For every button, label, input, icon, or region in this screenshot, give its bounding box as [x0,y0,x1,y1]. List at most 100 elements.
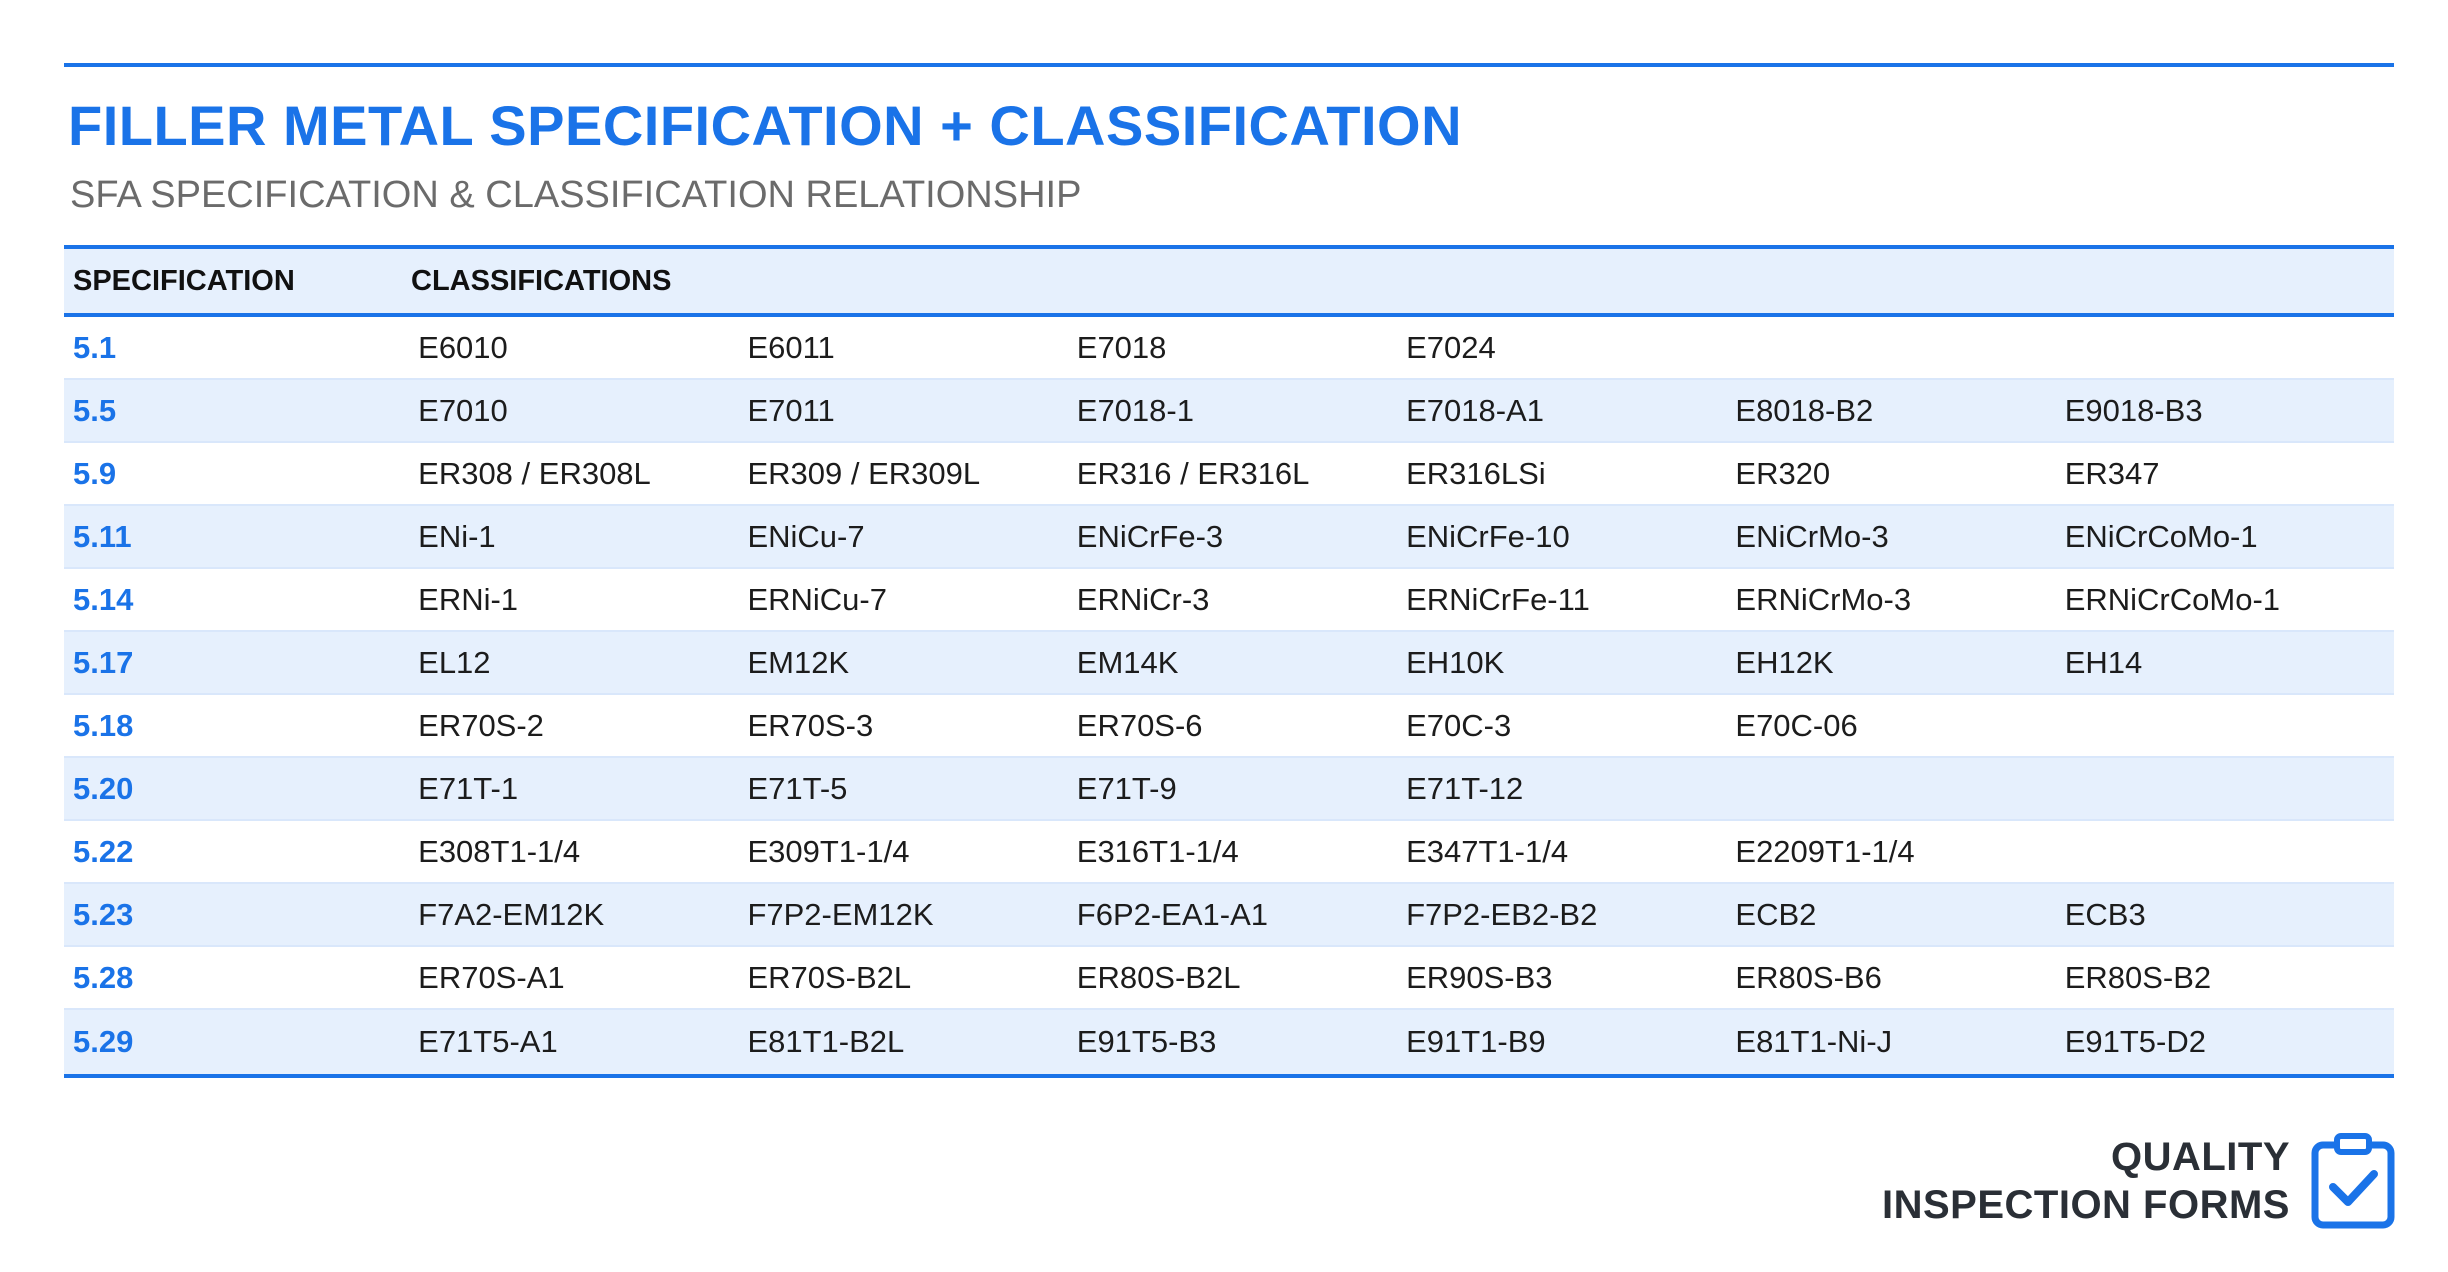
specification-cell: 5.20 [73,770,134,806]
classification-cell: ECB3 [2064,896,2146,932]
classification-cell: ER90S-B3 [1406,959,1553,995]
classification-cell: ERNiCrCoMo-1 [2064,581,2281,617]
classification-cell: ENi-1 [418,518,496,554]
classification-cell: E308T1-1/4 [418,833,581,869]
classification-cell: EH12K [1735,644,1834,680]
classification-cell: ER70S-2 [418,707,544,743]
classification-cell: ERNiCr-3 [1076,581,1210,617]
table-row: 5.11 ENi-1 ENiCu-7 ENiCrFe-3 ENiCrFe-10 ENiCr… [64,506,2394,569]
classification-cell: ER70S-3 [747,707,874,743]
classification-cell: E91T5-D2 [2064,1024,2206,1059]
classification-cell: ER309 / ER309L [747,455,981,491]
table-row: 5.18 ER70S-2 ER70S-3 ER70S-6 E70C-3 E70C-06 [64,695,2394,758]
classification-cell: ERNiCrMo-3 [1735,581,1912,617]
classification-cell: E9018-B3 [2064,392,2203,428]
top-rule [64,63,2394,67]
classification-cell: F7P2-EB2-B2 [1406,896,1598,932]
classification-cell: E70C-3 [1406,707,1512,743]
table-body: 5.1 E6010 E6011 E7018 E7024 5.5 E7010 E7011 E701… [64,317,2394,1074]
table-row: 5.29 E71T5-A1 E81T1-B2L E91T5-B3 E91T1-B9 E81… [64,1010,2394,1074]
classification-cell: E70C-06 [1735,707,1858,743]
classification-cell: E91T5-B3 [1076,1024,1217,1059]
classification-cell: ENiCrFe-3 [1076,518,1224,554]
table-row: 5.14 ERNi-1 ERNiCu-7 ERNiCr-3 ERNiCrFe-11 ERN… [64,569,2394,632]
classification-cell: E71T-9 [1076,770,1177,806]
classification-cell: ER308 / ER308L [418,455,651,491]
table-row: 5.9 ER308 / ER308L ER309 / ER309L ER316 / E… [64,443,2394,506]
classification-cell: E316T1-1/4 [1076,833,1239,869]
clipboard-check-icon [2311,1133,2395,1229]
table-row: 5.20 E71T-1 E71T-5 E71T-9 E71T-12 [64,758,2394,821]
classification-cell: E81T1-B2L [747,1024,905,1059]
classification-cell: ER347 [2064,455,2160,491]
specification-cell: 5.17 [73,644,134,680]
classification-cell: E71T-12 [1406,770,1524,806]
classification-cell: ECB2 [1735,896,1817,932]
classification-cell: E7018-1 [1076,392,1194,428]
specification-cell: 5.23 [73,896,134,932]
page-subtitle: SFA SPECIFICATION & CLASSIFICATION RELAT… [70,174,1082,216]
table-row: 5.5 E7010 E7011 E7018-1 E7018-A1 E8018-B2 E901… [64,380,2394,443]
classification-cell: E309T1-1/4 [747,833,910,869]
table-row: 5.22 E308T1-1/4 E309T1-1/4 E316T1-1/4 E347T1… [64,821,2394,884]
classification-cell: F7A2-EM12K [418,896,605,932]
page-title: FILLER METAL SPECIFICATION + CLASSIFICAT… [68,94,1463,157]
classification-cell: EM14K [1076,644,1179,680]
table-row: 5.1 E6010 E6011 E7018 E7024 [64,317,2394,380]
classification-cell: E6011 [747,329,835,365]
specification-cell: 5.22 [73,833,134,869]
classification-cell: ER316LSi [1406,455,1546,491]
brand-line-2: INSPECTION FORMS [1881,1183,2290,1227]
specification-cell: 5.9 [73,455,117,491]
specification-cell: 5.1 [73,329,117,365]
classification-cell: E347T1-1/4 [1406,833,1569,869]
table-row: 5.23 F7A2-EM12K F7P2-EM12K F6P2-EA1-A1 F7P2-… [64,884,2394,947]
table-row: 5.28 ER70S-A1 ER70S-B2L ER80S-B2L ER90S-B3 ER… [64,947,2394,1010]
classification-cell: E7010 [418,392,508,428]
column-header-specification: SPECIFICATION [73,264,295,297]
classification-cell: EH14 [2064,644,2143,680]
specification-cell: 5.28 [73,959,134,995]
table-row: 5.17 EL12 EM12K EM14K EH10K EH12K EH14 [64,632,2394,695]
classification-cell: ER70S-B2L [747,959,912,995]
classification-cell: ENiCu-7 [747,518,865,554]
classification-cell: E71T5-A1 [418,1024,558,1059]
spec-table: SPECIFICATION CLASSIFICATIONS 5.1 E6010 E6… [64,245,2394,1078]
classification-cell: F6P2-EA1-A1 [1076,896,1269,932]
classification-cell: ER316 / ER316L [1076,455,1310,491]
classification-cell: ERNiCrFe-11 [1406,581,1590,617]
classification-cell: EH10K [1406,644,1505,680]
classification-cell: ENiCrFe-10 [1406,518,1570,554]
classification-cell: EM12K [747,644,850,680]
classification-cell: ER70S-6 [1076,707,1203,743]
classification-cell: E8018-B2 [1735,392,1874,428]
classification-cell: EL12 [418,644,491,680]
classification-cell: ENiCrCoMo-1 [2064,518,2258,554]
brand-logo: QUALITY INSPECTION FORMS [1882,1133,2290,1229]
classification-cell: ER70S-A1 [418,959,565,995]
specification-cell: 5.14 [73,581,134,617]
column-header-classifications: CLASSIFICATIONS [411,264,672,297]
classification-cell: ERNi-1 [418,581,519,617]
classification-cell: ER80S-B6 [1735,959,1882,995]
classification-cell: ER320 [1735,455,1831,491]
classification-cell: E7024 [1406,329,1496,365]
classification-cell: ERNiCu-7 [747,581,887,617]
classification-cell: E71T-5 [747,770,848,806]
brand-line-1: QUALITY [2110,1135,2290,1179]
specification-cell: 5.18 [73,707,134,743]
classification-cell: E81T1-Ni-J [1735,1024,1893,1059]
classification-cell: ER80S-B2L [1076,959,1241,995]
classification-cell: E91T1-B9 [1406,1024,1546,1059]
classification-cell: E7018-A1 [1406,392,1544,428]
specification-cell: 5.29 [73,1024,134,1059]
classification-cell: E2209T1-1/4 [1735,833,1915,869]
classification-cell: E7011 [747,392,835,428]
classification-cell: E7018 [1076,329,1167,365]
classification-cell: ENiCrMo-3 [1735,518,1889,554]
classification-cell: E71T-1 [418,770,519,806]
specification-cell: 5.11 [73,518,132,554]
table-header: SPECIFICATION CLASSIFICATIONS [64,249,2394,317]
classification-cell: E6010 [418,329,508,365]
classification-cell: ER80S-B2 [2064,959,2212,995]
